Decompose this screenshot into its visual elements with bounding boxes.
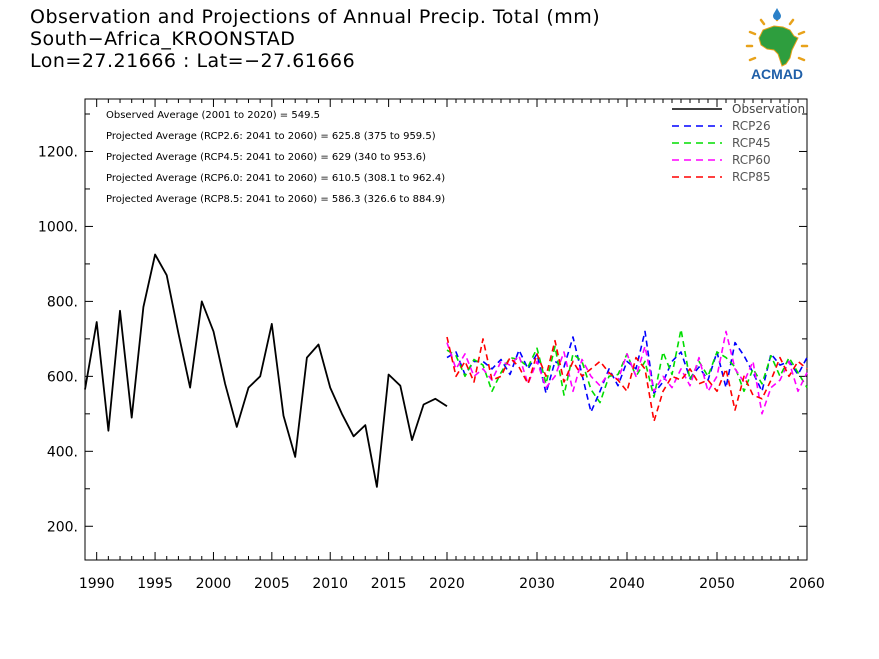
x-tick-label: 2040 [609, 576, 645, 592]
title-block: Observation and Projections of Annual Pr… [30, 6, 600, 72]
annotation-line: Observed Average (2001 to 2020) = 549.5 [106, 110, 320, 121]
annotation-line: Projected Average (RCP4.5: 2041 to 2060)… [106, 152, 426, 163]
y-tick-label: 600. [47, 369, 78, 385]
plot-frame [84, 98, 808, 561]
series-line-rcp26 [446, 330, 808, 413]
acmad-logo-text: ACMAD [751, 66, 803, 82]
legend-label: RCP85 [732, 170, 771, 184]
x-tick-label: 2015 [371, 576, 407, 592]
x-tick-label: 1995 [137, 576, 173, 592]
legend-label: RCP45 [732, 136, 771, 150]
africa-map-icon [758, 25, 799, 67]
x-tick-label: 2060 [789, 576, 825, 592]
series-line-rcp60 [446, 330, 808, 415]
station-name: South−Africa_KROONSTAD [30, 28, 296, 50]
legend-label: RCP26 [732, 119, 771, 133]
legend-label: Observation [732, 102, 805, 116]
annotation-line: Projected Average (RCP2.6: 2041 to 2060)… [106, 131, 436, 142]
series-layer [84, 253, 808, 488]
series-line-observation [84, 253, 448, 488]
y-tick-label: 800. [47, 294, 78, 310]
legend: Observation RCP26 RCP45 RCP60 RCP85 [672, 102, 805, 184]
y-tick-label: 1000. [38, 219, 78, 235]
y-tick-label: 400. [47, 444, 78, 460]
x-tick-label: 2000 [196, 576, 232, 592]
legend-label: RCP60 [732, 153, 771, 167]
x-tick-label: 2030 [519, 576, 555, 592]
x-tick-label: 1990 [79, 576, 115, 592]
x-tick-label: 2005 [254, 576, 290, 592]
axes: 200. 400. 600. 800. 1000. 1200. 1990 1995 2000 20… [38, 98, 825, 592]
chart-title: Observation and Projections of Annual Pr… [30, 6, 601, 28]
acmad-logo: ACMAD [745, 8, 809, 82]
series-line-rcp85 [446, 336, 808, 423]
annotation-line: Projected Average (RCP6.0: 2041 to 2060)… [106, 173, 445, 184]
y-tick-label: 1200. [38, 144, 78, 160]
annotation-block: Observed Average (2001 to 2020) = 549.5 P… [106, 110, 445, 205]
station-coordinates: Lon=27.21666 : Lat=−27.61666 [30, 50, 356, 72]
x-tick-label: 2050 [699, 576, 735, 592]
annotation-line: Projected Average (RCP8.5: 2041 to 2060)… [106, 194, 445, 205]
x-tick-label: 2010 [312, 576, 348, 592]
water-drop-icon [773, 8, 781, 20]
x-tick-label: 2020 [429, 576, 465, 592]
y-tick-label: 200. [47, 519, 78, 535]
